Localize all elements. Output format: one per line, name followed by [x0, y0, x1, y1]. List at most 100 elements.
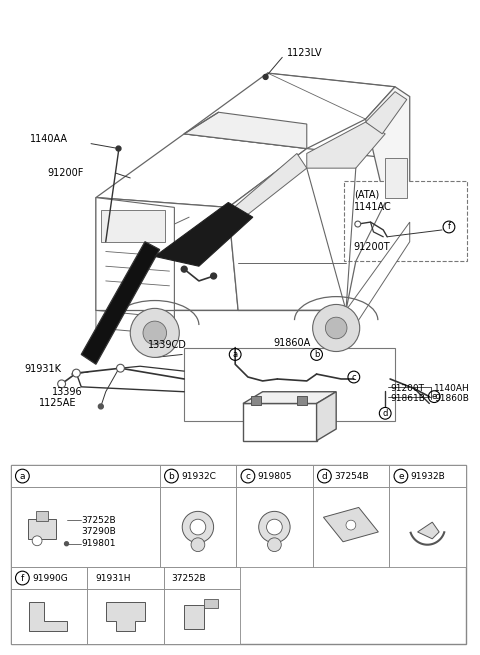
Text: 37252B: 37252B: [171, 574, 206, 582]
Text: b: b: [314, 350, 319, 359]
Text: 91931K: 91931K: [24, 364, 61, 374]
Text: 13396: 13396: [52, 386, 83, 397]
Text: (ATA): (ATA): [354, 190, 379, 200]
Polygon shape: [184, 73, 395, 149]
Polygon shape: [96, 310, 174, 335]
Text: 1141AC: 1141AC: [354, 202, 392, 212]
Text: d: d: [383, 409, 388, 418]
Circle shape: [117, 364, 124, 372]
Polygon shape: [29, 601, 67, 631]
Text: 91990G: 91990G: [32, 574, 68, 582]
Text: 37290B: 37290B: [81, 527, 116, 536]
Polygon shape: [243, 403, 317, 441]
Circle shape: [355, 221, 360, 227]
Text: 919801: 919801: [81, 539, 116, 548]
Text: 91932B: 91932B: [411, 472, 445, 481]
Bar: [28, 519, 56, 539]
Text: b: b: [168, 472, 174, 481]
Text: 1125AE: 1125AE: [39, 398, 77, 409]
Text: 919805: 919805: [258, 472, 292, 481]
Bar: [389, 487, 466, 567]
Bar: [389, 465, 466, 487]
Circle shape: [267, 538, 281, 552]
Polygon shape: [228, 149, 390, 310]
Text: 1140AH: 1140AH: [434, 384, 470, 393]
Bar: [312, 487, 389, 567]
Bar: [160, 465, 236, 487]
Bar: [11, 589, 87, 644]
Circle shape: [190, 519, 206, 535]
Polygon shape: [155, 202, 253, 266]
Bar: [385, 159, 407, 198]
Text: 37254B: 37254B: [334, 472, 369, 481]
Polygon shape: [96, 198, 238, 310]
Circle shape: [72, 369, 80, 377]
Text: f: f: [21, 574, 24, 582]
Polygon shape: [106, 601, 145, 631]
Text: a: a: [20, 472, 25, 481]
Circle shape: [32, 536, 42, 546]
Bar: [36, 512, 48, 521]
Polygon shape: [324, 508, 378, 542]
Circle shape: [312, 305, 360, 352]
Text: 91200F: 91200F: [47, 168, 84, 178]
Polygon shape: [243, 392, 336, 403]
Bar: [11, 567, 87, 589]
Polygon shape: [366, 92, 407, 134]
Polygon shape: [96, 198, 174, 325]
Polygon shape: [228, 153, 307, 222]
Text: 91200T: 91200T: [354, 242, 390, 252]
Circle shape: [266, 519, 282, 535]
Polygon shape: [96, 134, 307, 208]
Bar: [87, 589, 164, 644]
Text: f: f: [447, 223, 450, 231]
Bar: [11, 487, 160, 567]
Circle shape: [263, 75, 268, 79]
Bar: [11, 465, 466, 644]
Text: 91200T: 91200T: [390, 384, 424, 393]
Polygon shape: [317, 392, 336, 441]
Text: 91932C: 91932C: [181, 472, 216, 481]
Circle shape: [211, 273, 216, 279]
Polygon shape: [366, 86, 410, 222]
Bar: [164, 589, 240, 644]
Bar: [344, 181, 467, 261]
Bar: [297, 396, 307, 405]
Polygon shape: [81, 242, 160, 364]
Circle shape: [346, 520, 356, 530]
Text: 91931H: 91931H: [95, 574, 131, 582]
Circle shape: [182, 512, 214, 543]
Bar: [184, 348, 395, 421]
Bar: [251, 396, 261, 405]
Text: e: e: [432, 392, 437, 401]
Polygon shape: [184, 112, 307, 149]
Text: 91860A: 91860A: [274, 338, 311, 348]
Polygon shape: [418, 522, 439, 539]
Bar: [160, 487, 236, 567]
Text: d: d: [322, 472, 327, 481]
Text: e: e: [398, 472, 404, 481]
Circle shape: [130, 309, 180, 358]
Polygon shape: [346, 222, 410, 332]
Text: 37252B: 37252B: [81, 515, 116, 525]
Circle shape: [181, 266, 187, 272]
Circle shape: [116, 146, 121, 151]
Bar: [101, 210, 165, 242]
Text: c: c: [245, 472, 251, 481]
Polygon shape: [307, 122, 385, 168]
Bar: [184, 605, 204, 629]
Bar: [164, 567, 240, 589]
Bar: [236, 465, 312, 487]
Text: 1339CD: 1339CD: [148, 340, 187, 350]
Bar: [87, 567, 164, 589]
Circle shape: [191, 538, 205, 552]
Circle shape: [58, 380, 66, 388]
Circle shape: [325, 317, 347, 339]
Text: 91861B: 91861B: [390, 394, 425, 403]
Text: 1140AA: 1140AA: [30, 134, 68, 143]
Circle shape: [64, 542, 69, 546]
Text: 1123LV: 1123LV: [287, 48, 323, 58]
Text: 91860B: 91860B: [434, 394, 469, 403]
Bar: [236, 487, 312, 567]
Bar: [312, 465, 389, 487]
